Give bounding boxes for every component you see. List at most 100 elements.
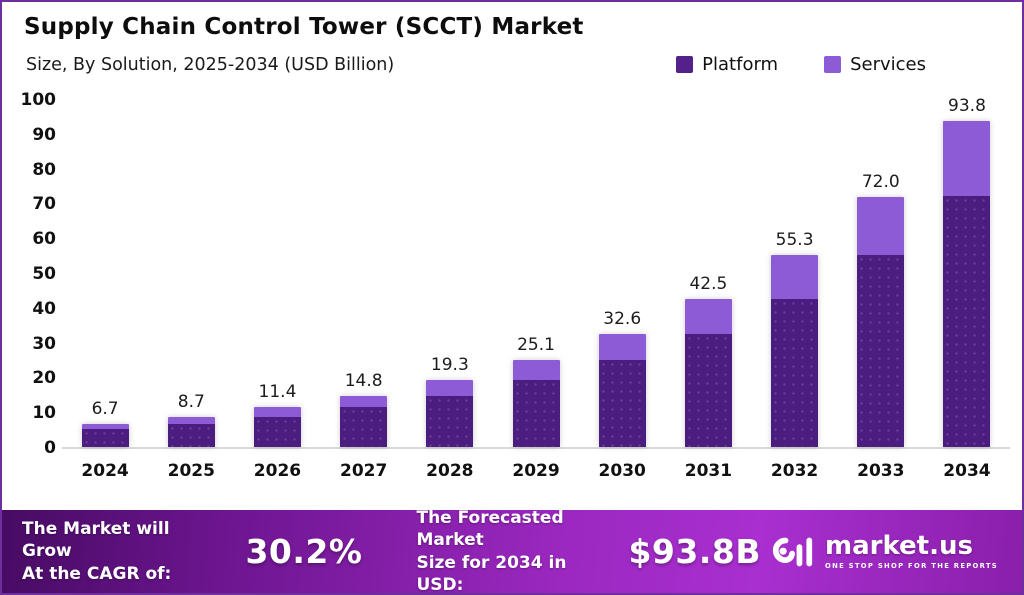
bar-segment-platform-2034	[943, 196, 991, 447]
bar-segment-services-2033	[857, 196, 905, 255]
bar-total-label-2032: 55.3	[775, 229, 814, 250]
y-tick-20: 20	[32, 368, 56, 389]
bar-group-2028: 19.3	[407, 77, 493, 447]
footer-banner: The Market will Grow At the CAGR of: 30.…	[2, 508, 1022, 595]
y-tick-70: 70	[32, 194, 56, 215]
bar-stack-2025	[167, 416, 215, 447]
y-tick-40: 40	[32, 298, 56, 319]
bar-segment-platform-2025	[167, 423, 215, 447]
brand-logo: market.us ONE STOP SHOP FOR THE REPORTS	[761, 532, 998, 572]
x-tick-2033: 2033	[857, 461, 905, 481]
bar-total-label-2029: 25.1	[517, 334, 555, 355]
bar-segment-platform-2027	[340, 407, 388, 447]
legend-label-platform: Platform	[702, 54, 779, 75]
y-tick-80: 80	[32, 159, 56, 180]
bar-segment-platform-2024	[81, 428, 129, 447]
bar-segment-services-2034	[943, 120, 991, 197]
x-tick-2028: 2028	[426, 461, 474, 481]
bar-segment-services-2029	[512, 359, 560, 380]
bar-segment-platform-2033	[857, 254, 905, 447]
y-tick-30: 30	[32, 333, 56, 354]
bar-group-2033: 72.0	[838, 77, 924, 447]
forecast-value: $93.8B	[628, 532, 761, 571]
brand-name: market.us	[825, 531, 973, 561]
brand-tagline: ONE STOP SHOP FOR THE REPORTS	[825, 562, 998, 570]
legend-label-services: Services	[850, 54, 926, 75]
x-axis: 2024 2025 2026 2027 2028 2029 2030 2031 2032 2033…	[62, 449, 1010, 481]
x-tick-2031: 2031	[684, 461, 733, 481]
bar-segment-platform-2026	[253, 416, 301, 447]
bar-stack-2026	[253, 407, 301, 447]
bar-segment-platform-2031	[684, 333, 732, 447]
bar-total-label-2028: 19.3	[430, 354, 469, 375]
bar-stack-2024	[81, 423, 129, 447]
bar-segment-platform-2030	[598, 359, 646, 447]
y-tick-10: 10	[32, 403, 56, 424]
bar-stack-2028	[426, 379, 474, 447]
bar-total-label-2030: 32.6	[603, 308, 642, 329]
y-tick-100: 100	[20, 90, 57, 110]
y-tick-0: 0	[44, 438, 56, 458]
bar-stack-2033	[857, 196, 905, 447]
page-title: Supply Chain Control Tower (SCCT) Market	[24, 14, 584, 40]
bar-group-2031: 42.5	[665, 77, 751, 447]
bar-segment-services-2026	[253, 407, 301, 417]
bar-total-label-2026: 11.4	[258, 382, 297, 403]
bar-group-2024: 6.7	[62, 77, 148, 447]
bar-group-2030: 32.6	[579, 77, 665, 447]
bar-segment-services-2027	[340, 395, 388, 408]
y-tick-60: 60	[32, 229, 56, 250]
bar-segment-services-2030	[598, 333, 646, 360]
bar-total-label-2027: 14.8	[344, 370, 383, 391]
bar-total-label-2025: 8.7	[177, 391, 205, 412]
subtitle-legend-row: Size, By Solution, 2025-2034 (USD Billio…	[2, 40, 1022, 75]
bar-segment-services-2032	[771, 254, 819, 300]
x-tick-2024: 2024	[81, 461, 129, 481]
x-tick-2032: 2032	[770, 461, 819, 481]
bar-segment-platform-2028	[426, 395, 474, 447]
bar-stack-2030	[598, 333, 646, 447]
x-tick-2030: 2030	[598, 461, 646, 481]
y-tick-50: 50	[32, 264, 56, 284]
bar-group-2032: 55.3	[752, 77, 838, 447]
chart-legend: Platform Services	[676, 54, 926, 75]
chart-area: 0 10 20 30 40 50 60 70 80 90 100 6.7 8.7 11.4 14.8 19.…	[2, 75, 1022, 481]
x-tick-2025: 2025	[167, 461, 215, 481]
forecast-label: The Forecasted Market Size for 2034 in U…	[416, 508, 567, 595]
bar-group-2034: 93.8	[924, 77, 1010, 447]
x-tick-2029: 2029	[512, 461, 560, 481]
brand-text: market.us ONE STOP SHOP FOR THE REPORTS	[825, 533, 998, 570]
bar-group-2025: 8.7	[148, 77, 234, 447]
bar-group-2029: 25.1	[493, 77, 579, 447]
chart-subtitle: Size, By Solution, 2025-2034 (USD Billio…	[26, 55, 395, 75]
x-tick-2027: 2027	[339, 461, 388, 481]
plot-column: 6.7 8.7 11.4 14.8 19.3 25.1 32.6 42.5 55.3 72.0 93…	[62, 77, 1010, 481]
bar-stack-2027	[340, 395, 388, 447]
y-tick-90: 90	[32, 124, 56, 145]
services-swatch-icon	[824, 56, 842, 73]
bar-group-2026: 11.4	[234, 77, 320, 447]
bar-segment-platform-2029	[512, 379, 560, 447]
x-tick-2034: 2034	[943, 461, 991, 481]
bar-total-label-2034: 93.8	[948, 95, 986, 116]
header: Supply Chain Control Tower (SCCT) Market	[2, 2, 1022, 40]
platform-swatch-icon	[676, 56, 694, 73]
cagr-label: The Market will Grow At the CAGR of:	[22, 519, 172, 584]
bar-stack-2032	[771, 254, 819, 447]
bar-segment-services-2024	[81, 423, 129, 429]
market-us-logo-icon	[772, 537, 813, 566]
legend-item-services: Services	[824, 54, 926, 75]
cagr-value: 30.2%	[245, 532, 363, 571]
plot-area: 6.7 8.7 11.4 14.8 19.3 25.1 32.6 42.5 55.3 72.0 93…	[62, 77, 1010, 449]
x-tick-2026: 2026	[253, 461, 302, 481]
y-axis: 0 10 20 30 40 50 60 70 80 90 100	[18, 77, 62, 457]
bar-total-label-2033: 72.0	[861, 171, 900, 192]
bar-group-2027: 14.8	[321, 77, 407, 447]
bar-stack-2029	[512, 359, 560, 447]
bar-segment-services-2031	[684, 299, 732, 334]
bar-segment-services-2028	[426, 379, 474, 396]
bar-segment-platform-2032	[771, 299, 819, 447]
bar-segment-services-2025	[167, 416, 215, 424]
bar-total-label-2024: 6.7	[91, 398, 119, 419]
